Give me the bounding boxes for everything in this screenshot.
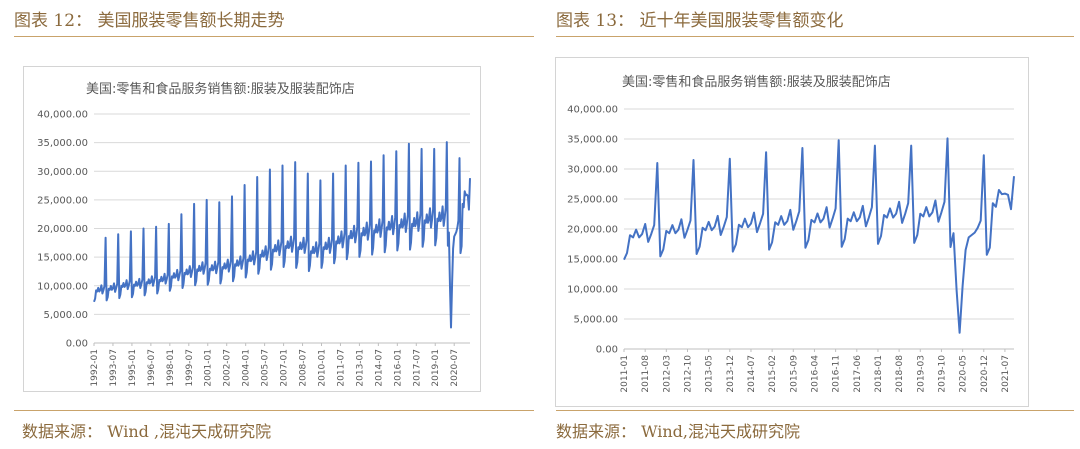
x-tick-label: 2010-01 xyxy=(317,349,327,387)
figure-12-chart: 美国:零售和食品服务销售额:服装及服装配饰店 0.00 5,000.00 10,000… xyxy=(23,66,481,392)
y-tick-label: 40,000.00 xyxy=(567,105,618,116)
y-tick-label: 40,000.00 xyxy=(37,110,88,121)
figure-13-title: 图表 13： 近十年美国服装零售额变化 xyxy=(556,11,844,31)
y-tick-label: 15,000.00 xyxy=(567,255,618,266)
chart-title: 美国:零售和食品服务销售额:服装及服装配饰店 xyxy=(622,74,891,90)
x-tick-label: 2019-10 xyxy=(937,355,947,393)
x-tick-label: 2008-07 xyxy=(299,349,309,387)
x-tick-label: 2011-07 xyxy=(336,349,346,387)
x-tick-label: 1993-07 xyxy=(109,349,119,387)
x-tick-label: 2018-01 xyxy=(874,355,884,393)
x-tick-label: 1996-07 xyxy=(147,349,157,387)
y-tick-label: 20,000.00 xyxy=(37,224,88,235)
x-tick-label: 2011-01 xyxy=(620,355,630,393)
x-tick-label: 2017-06 xyxy=(853,355,863,393)
y-tick-label: 5,000.00 xyxy=(43,310,88,321)
x-tick-label: 2013-01 xyxy=(355,349,365,387)
y-tick-label: 10,000.00 xyxy=(37,281,88,292)
y-tick-label: 0.00 xyxy=(66,339,88,350)
x-tick-label: 2021-07 xyxy=(1001,355,1011,393)
figure-13-source: 数据来源： Wind,混沌天成研究院 xyxy=(556,422,801,441)
x-tick-label: 1998-01 xyxy=(166,349,176,387)
x-tick-label: 2020-05 xyxy=(959,355,969,393)
x-tick-label: 2015-02 xyxy=(768,355,778,393)
figure-13-chart: 美国:零售和食品服务销售额:服装及服装配饰店 0.00 5,000.00 10,000… xyxy=(555,57,1029,407)
x-tick-label: 2017-07 xyxy=(412,349,422,387)
x-tick-label: 2011-08 xyxy=(641,355,651,393)
x-tick-label: 2012-10 xyxy=(683,355,693,393)
x-tick-label: 2002-07 xyxy=(223,349,233,387)
x-tick-label: 2012-03 xyxy=(662,355,672,393)
y-tick-label: 0.00 xyxy=(596,345,618,356)
x-tick-label: 2019-01 xyxy=(431,349,441,387)
x-tick-label: 2015-09 xyxy=(789,355,799,393)
x-tick-label: 2016-04 xyxy=(810,355,820,393)
x-tick-label: 2016-11 xyxy=(832,355,842,393)
y-tick-label: 30,000.00 xyxy=(37,167,88,178)
x-tick-label: 2013-05 xyxy=(705,355,715,393)
x-tick-label: 2018-08 xyxy=(895,355,905,393)
x-tick-label: 2014-07 xyxy=(747,355,757,393)
figure-12-source: 数据来源： Wind ,混沌天成研究院 xyxy=(22,422,272,441)
y-tick-label: 30,000.00 xyxy=(567,165,618,176)
y-tick-label: 20,000.00 xyxy=(567,225,618,236)
chart-svg: 美国:零售和食品服务销售额:服装及服装配饰店 0.00 5,000.00 10,000… xyxy=(37,81,471,387)
x-tick-label: 1995-01 xyxy=(128,349,138,387)
x-tick-label: 2014-07 xyxy=(374,349,384,387)
x-tick-label: 2020-07 xyxy=(450,349,460,387)
figure-12-top-rule xyxy=(14,36,534,37)
figure-12-bottom-rule xyxy=(14,410,534,411)
x-tick-label: 2020-12 xyxy=(980,355,990,393)
series-line xyxy=(623,137,1015,334)
chart-svg: 美国:零售和食品服务销售额:服装及服装配饰店 0.00 5,000.00 10,000… xyxy=(567,74,1015,393)
x-tick-label: 1999-07 xyxy=(185,349,195,387)
y-tick-label: 15,000.00 xyxy=(37,253,88,264)
x-tick-label: 2016-01 xyxy=(393,349,403,387)
y-tick-label: 5,000.00 xyxy=(573,315,618,326)
x-tick-label: 1992-01 xyxy=(90,349,100,387)
y-tick-label: 25,000.00 xyxy=(37,195,88,206)
x-tick-label: 2004-01 xyxy=(242,349,252,387)
series-line xyxy=(93,141,471,329)
y-tick-label: 10,000.00 xyxy=(567,285,618,296)
figure-13-top-rule xyxy=(556,36,1074,37)
y-tick-label: 25,000.00 xyxy=(567,195,618,206)
x-tick-label: 2001-01 xyxy=(204,349,214,387)
x-tick-label: 2013-12 xyxy=(726,355,736,393)
x-tick-label: 2019-03 xyxy=(916,355,926,393)
x-tick-label: 2005-07 xyxy=(261,349,271,387)
chart-title: 美国:零售和食品服务销售额:服装及服装配饰店 xyxy=(86,81,355,97)
x-tick-label: 2007-01 xyxy=(280,349,290,387)
y-tick-label: 35,000.00 xyxy=(37,138,88,149)
y-tick-label: 35,000.00 xyxy=(567,135,618,146)
figure-13-bottom-rule xyxy=(556,410,1074,411)
figure-12-title: 图表 12： 美国服装零售额长期走势 xyxy=(14,11,285,31)
